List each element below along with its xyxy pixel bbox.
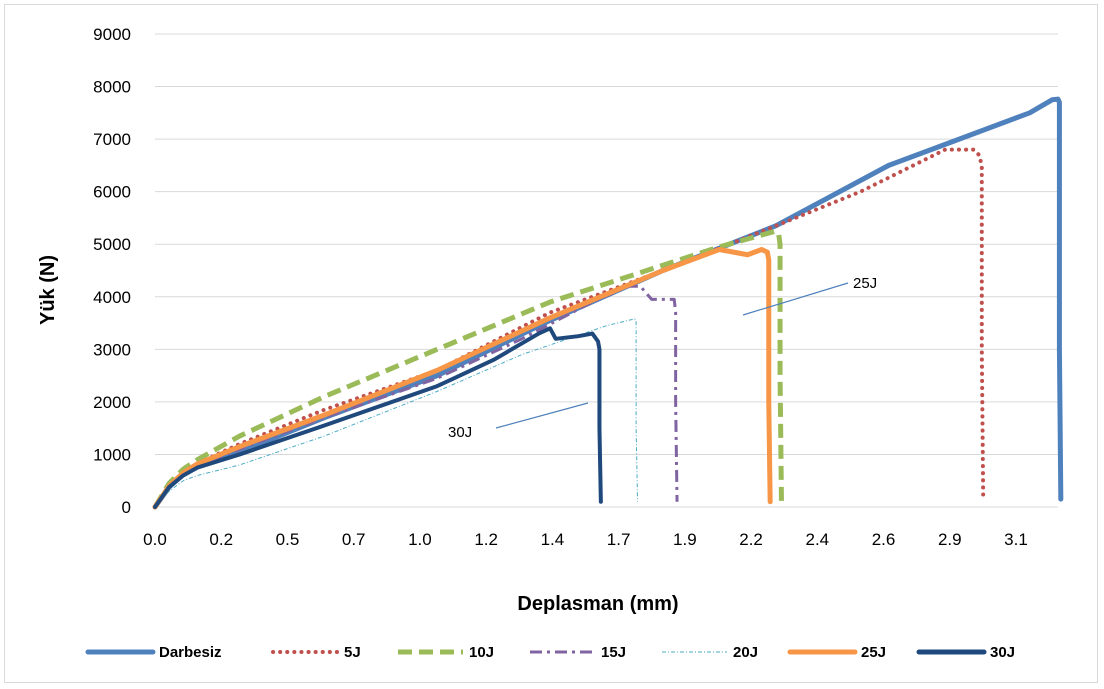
x-tick-label: 2.6 [872,530,896,549]
annotations: 25J 30J [448,275,877,441]
series-line-20j [154,318,639,508]
x-tick-label: 0.7 [342,530,366,549]
x-tick-label: 1.4 [541,530,565,549]
grid-lines [155,33,1058,508]
legend-label-darbesiz: Darbesiz [159,644,222,661]
x-tick-label: 1.2 [474,530,498,549]
y-tick-label: 2000 [93,393,131,412]
y-axis-title: Yük (N) [37,255,59,325]
annotation-25j: 25J [853,275,877,292]
y-tick-label: 8000 [93,78,131,97]
legend-label-15j: 15J [601,644,626,661]
legend-label-10j: 10J [469,644,494,661]
x-tick-label: 0.0 [143,530,167,549]
chart-frame [4,4,1098,683]
y-tick-label: 1000 [93,445,131,464]
x-axis-title: Deplasman (mm) [517,593,678,615]
annotation-leader-30j [495,402,589,429]
y-tick-label: 5000 [93,235,131,254]
y-tick-label: 3000 [93,340,131,359]
y-tick-label: 6000 [93,183,131,202]
legend-label-5j: 5J [344,644,361,661]
x-tick-labels: 0.0 0.2 0.5 0.7 1.0 1.2 1.4 1.7 1.9 2.2 2.4 2.6 2.9 3… [143,530,1028,549]
series-line-5j [153,147,986,509]
series-line-10j [152,228,784,509]
y-tick-label: 4000 [93,288,131,307]
legend: Darbesiz 5J 10J 15J 20J 25J 30J [85,644,1015,661]
x-tick-label: 3.1 [1004,530,1028,549]
annotation-30j: 30J [448,424,472,441]
x-tick-label: 0.2 [209,530,233,549]
x-tick-label: 2.9 [938,530,962,549]
x-tick-label: 2.4 [805,530,829,549]
y-tick-label: 9000 [93,25,131,44]
y-tick-label: 0 [122,498,131,517]
x-tick-label: 2.2 [739,530,763,549]
x-tick-label: 1.9 [673,530,697,549]
annotation-leader-25j [742,282,849,316]
legend-label-20j: 20J [733,644,758,661]
legend-label-30j: 30J [990,644,1015,661]
legend-label-25j: 25J [861,644,886,661]
y-tick-labels: 0 1000 2000 3000 4000 5000 6000 7000 8000 9000 [93,25,131,517]
x-tick-label: 1.7 [607,530,631,549]
series-line-30j [153,326,603,509]
y-tick-label: 7000 [93,130,131,149]
x-tick-label: 1.0 [408,530,432,549]
x-tick-label: 0.5 [276,530,300,549]
series-layer [152,96,1064,510]
series-line-25j [152,246,773,510]
